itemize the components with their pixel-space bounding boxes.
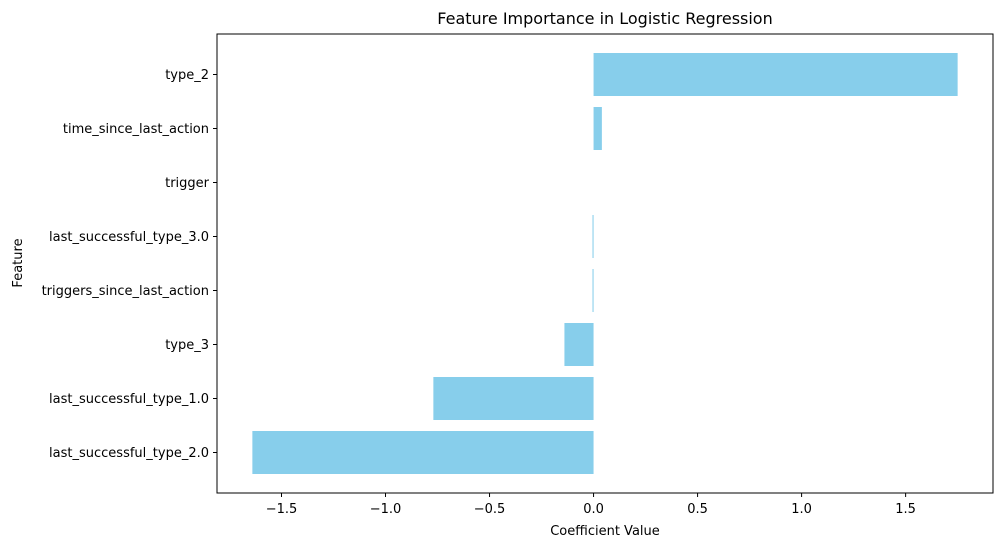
- bar-last_successful_type_2.0: [252, 431, 594, 474]
- y-tick-label: last_successful_type_3.0: [49, 230, 209, 245]
- chart-title: Feature Importance in Logistic Regressio…: [437, 9, 772, 28]
- y-tick-label: last_successful_type_2.0: [49, 446, 209, 461]
- y-tick-label: trigger: [165, 176, 210, 191]
- y-axis-label: Feature: [11, 238, 26, 287]
- x-tick-label: 0.5: [687, 502, 708, 517]
- x-tick-label: −0.5: [474, 502, 506, 517]
- bar-time_since_last_action: [593, 107, 602, 150]
- x-tick-label: 0.0: [583, 502, 604, 517]
- y-tick-label: type_2: [165, 68, 209, 83]
- bar-triggers_since_last_action: [592, 269, 594, 312]
- y-tick-label: type_3: [165, 338, 209, 353]
- bar-type_3: [564, 323, 594, 366]
- bar-type_2: [593, 53, 958, 96]
- x-tick-label: −1.0: [370, 502, 402, 517]
- bars-group: [252, 53, 958, 474]
- y-tick-label: triggers_since_last_action: [42, 284, 209, 299]
- x-tick-label: 1.5: [895, 502, 916, 517]
- x-tick-label: −1.5: [266, 502, 298, 517]
- bar-last_successful_type_3.0: [592, 215, 594, 258]
- plot-frame: [216, 33, 994, 494]
- x-tick-label: 1.0: [791, 502, 812, 517]
- y-tick-label: last_successful_type_1.0: [49, 392, 209, 407]
- x-axis-ticks: −1.5 −1.0 −0.5 0.0 0.5 1.0 1.5: [266, 493, 916, 517]
- bar-last_successful_type_1.0: [433, 377, 594, 420]
- y-tick-label: time_since_last_action: [63, 122, 209, 137]
- x-axis-label: Coefficient Value: [550, 524, 660, 539]
